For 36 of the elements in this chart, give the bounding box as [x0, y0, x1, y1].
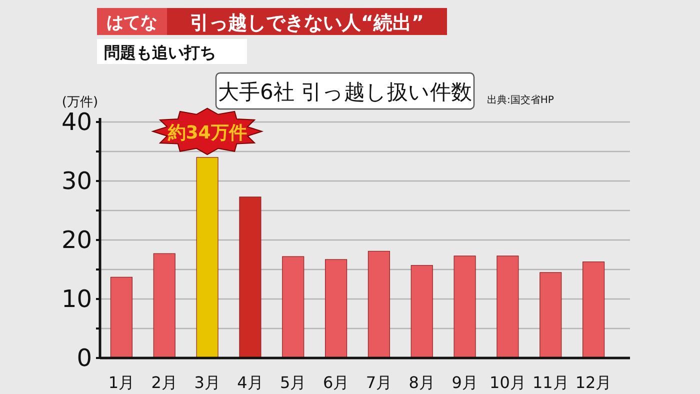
- x-tick-label: 8月: [408, 373, 435, 392]
- bar: [196, 157, 218, 358]
- x-tick-label: 11月: [532, 373, 569, 392]
- y-axis-title: (万件): [62, 95, 98, 110]
- bar: [239, 196, 262, 358]
- x-tick-label: 12月: [575, 373, 612, 392]
- text: 引っ越しできない人“続出”: [190, 12, 424, 34]
- x-tick-label: 7月: [366, 373, 392, 392]
- bar: [410, 265, 433, 358]
- bar: [368, 250, 390, 358]
- y-tick-label: 20: [61, 226, 92, 254]
- x-tick-label: 2月: [151, 373, 178, 392]
- x-tick-label: 10月: [490, 373, 526, 392]
- x-tick-label: 6月: [322, 373, 350, 392]
- bar: [582, 262, 605, 358]
- x-tick-label: 3月: [194, 373, 220, 392]
- bar: [540, 272, 562, 358]
- chart-title: 大手6社 引っ越し扱い件数: [218, 80, 472, 104]
- source-note: 出典:国交省HP: [487, 94, 554, 106]
- y-tick-label: 30: [61, 167, 92, 195]
- y-tick-label: 10: [61, 285, 92, 313]
- bar: [153, 253, 176, 358]
- bar: [454, 256, 476, 358]
- bar: [496, 256, 519, 358]
- x-tick-label: 9月: [452, 373, 478, 392]
- x-tick-label: 4月: [237, 373, 264, 392]
- text: 問題も追い打ち: [104, 43, 216, 62]
- annotation: 約34万件: [166, 122, 247, 144]
- bar: [282, 256, 304, 358]
- y-tick-label: 40: [61, 108, 92, 136]
- text: はてな: [106, 13, 158, 33]
- y-tick-label: 0: [76, 344, 92, 372]
- x-tick-label: 5月: [280, 373, 306, 392]
- bar: [110, 276, 132, 358]
- bar: [325, 259, 348, 358]
- x-tick-label: 1月: [108, 373, 135, 392]
